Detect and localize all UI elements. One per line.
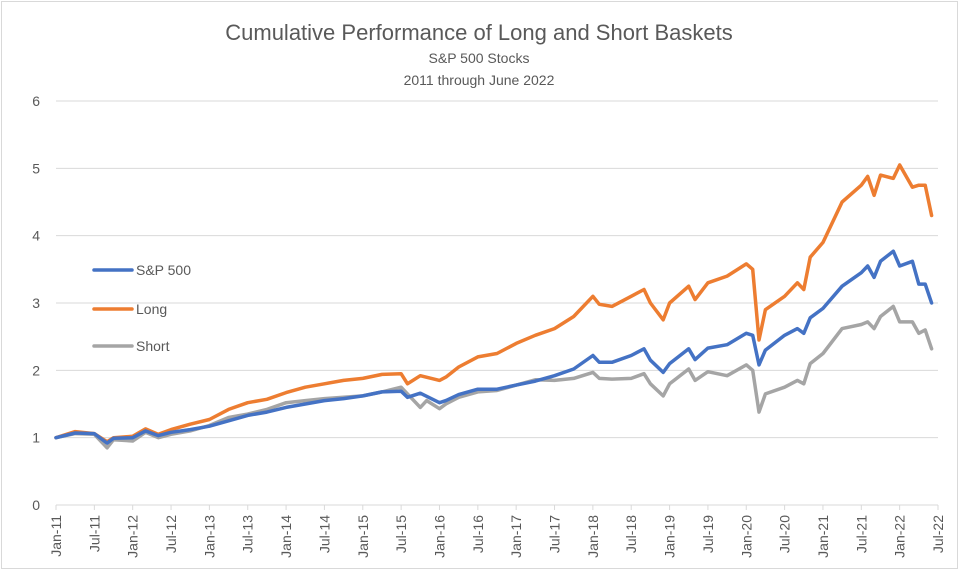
x-tick-label: Jul-16	[470, 515, 486, 553]
y-axis-ticks: 0 1 2 3 4 5 6	[32, 93, 40, 513]
series-lines	[54, 163, 934, 450]
x-tick-label: Jan-22	[892, 515, 908, 558]
x-tick-label: Jul-14	[316, 515, 332, 553]
chart-title: Cumulative Performance of Long and Short…	[225, 20, 733, 45]
y-tick-label: 3	[32, 295, 40, 311]
x-tick-label: Jul-11	[86, 515, 102, 552]
x-axis-ticks: Jan-11 Jul-11 Jan-12 Jul-12 Jan-13 Jul-13 Jan-…	[48, 505, 946, 558]
y-tick-label: 6	[32, 93, 40, 109]
x-tick-label: Jul-17	[547, 515, 563, 553]
series-line-s-p-500	[54, 249, 934, 445]
x-tick-label: Jul-21	[853, 515, 869, 553]
x-tick-label: Jul-12	[163, 515, 179, 553]
x-tick-label: Jul-18	[623, 515, 639, 553]
chart-subtitle-line-1: S&P 500 Stocks	[429, 50, 530, 66]
x-tick-label: Jan-11	[48, 515, 64, 557]
y-tick-label: 0	[32, 497, 40, 513]
x-tick-label: Jul-22	[930, 515, 946, 553]
x-tick-label: Jan-17	[508, 515, 524, 558]
x-tick-label: Jan-20	[738, 515, 754, 558]
series-line-short	[54, 304, 934, 450]
x-tick-label: Jul-13	[240, 515, 256, 553]
series-line-long	[54, 163, 934, 444]
legend-label: S&P 500	[136, 262, 191, 278]
legend: S&P 500 Long Short	[92, 262, 191, 354]
y-tick-label: 5	[32, 160, 40, 176]
x-tick-label: Jan-16	[431, 515, 447, 558]
x-tick-label: Jul-20	[777, 515, 793, 553]
x-tick-label: Jan-18	[585, 515, 601, 558]
y-tick-label: 1	[32, 430, 40, 446]
legend-label: Long	[136, 301, 167, 317]
x-tick-label: Jan-21	[815, 515, 831, 558]
y-tick-label: 4	[32, 228, 40, 244]
y-tick-label: 2	[32, 362, 40, 378]
x-tick-label: Jan-13	[201, 515, 217, 558]
chart-subtitle-line-2: 2011 through June 2022	[404, 72, 555, 88]
x-tick-label: Jan-14	[278, 515, 294, 558]
x-tick-label: Jul-19	[700, 515, 716, 553]
x-tick-label: Jul-15	[393, 515, 409, 553]
x-tick-label: Jan-15	[355, 515, 371, 558]
x-tick-label: Jan-19	[662, 515, 678, 558]
legend-label: Short	[136, 338, 170, 354]
gridlines	[56, 100, 938, 506]
x-tick-label: Jan-12	[125, 515, 141, 558]
